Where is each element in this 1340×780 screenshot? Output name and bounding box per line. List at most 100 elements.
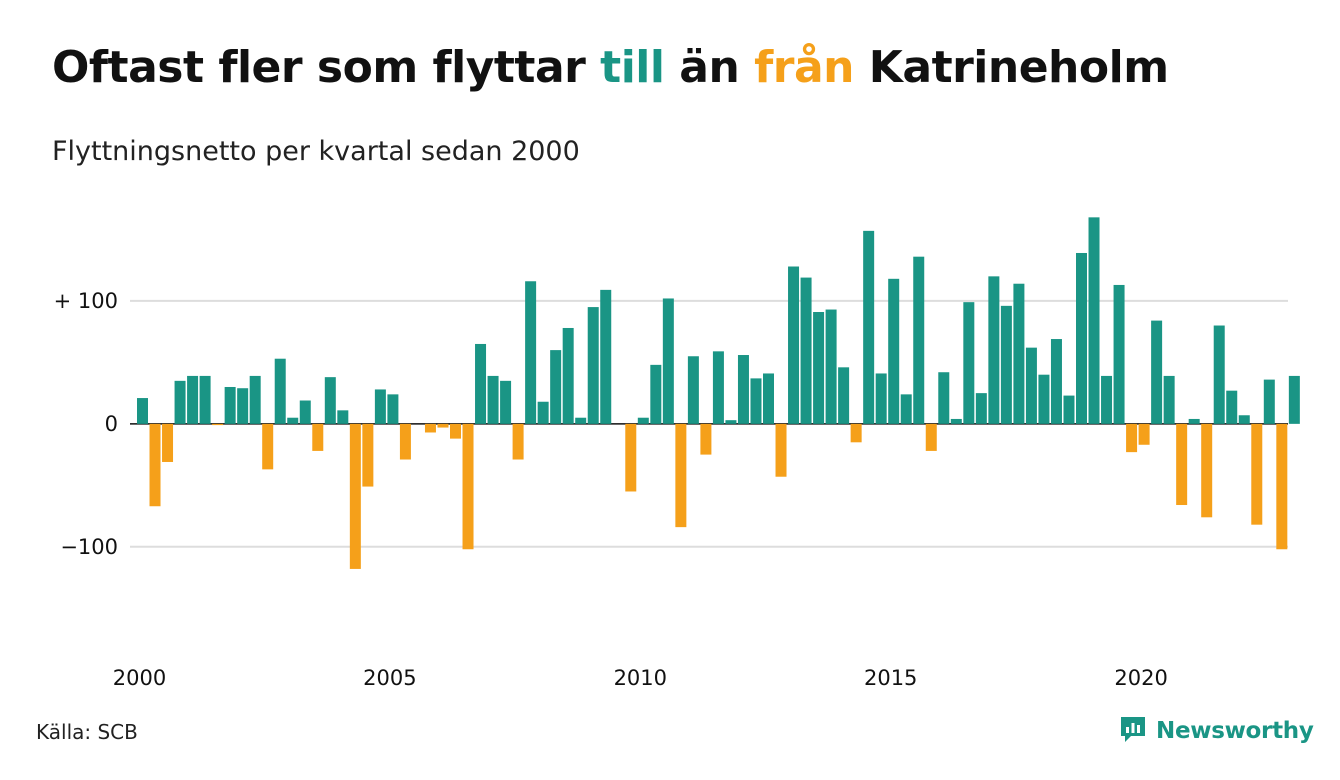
- bar-9: [249, 375, 261, 424]
- brand-name: Newsworthy: [1156, 718, 1314, 744]
- bar-67: [975, 393, 987, 424]
- y-tick-label-0: + 100: [54, 289, 118, 313]
- chart-subtitle: Flyttningsnetto per kvartal sedan 2000: [52, 136, 580, 167]
- bar-64: [938, 372, 950, 424]
- bar-12: [287, 417, 299, 424]
- bar-90: [1263, 379, 1275, 424]
- source-note: Källa: SCB: [36, 720, 138, 744]
- newsworthy-logo-icon: [1118, 714, 1148, 748]
- x-tick-label-2015: 2015: [864, 666, 917, 690]
- title-highlight-till: till: [600, 42, 665, 93]
- bar-6: [212, 423, 224, 426]
- bar-1: [149, 423, 161, 507]
- bar-43: [675, 423, 687, 528]
- bar-48: [737, 355, 749, 424]
- bar-91: [1276, 423, 1288, 550]
- title-part-2: än: [664, 42, 755, 93]
- bar-17: [349, 423, 361, 569]
- bar-89: [1251, 423, 1263, 525]
- bar-32: [537, 401, 549, 424]
- bar-7: [224, 386, 236, 424]
- x-axis-ticks: 2000 2005 2010 2015 2020: [113, 666, 1168, 690]
- bar-76: [1088, 217, 1100, 424]
- bar-72: [1038, 374, 1050, 424]
- x-tick-label-2010: 2010: [614, 666, 667, 690]
- bars: [137, 217, 1300, 569]
- bar-52: [788, 266, 800, 424]
- bar-84: [1188, 418, 1200, 424]
- x-tick-label-2005: 2005: [363, 666, 416, 690]
- bar-61: [900, 394, 912, 424]
- bar-88: [1238, 415, 1250, 424]
- bar-31: [525, 281, 537, 424]
- bar-14: [312, 423, 324, 451]
- bar-21: [399, 423, 411, 460]
- bar-59: [875, 373, 887, 424]
- bar-36: [587, 307, 599, 424]
- bar-87: [1226, 390, 1238, 424]
- bar-4: [187, 375, 199, 424]
- bar-40: [637, 417, 649, 424]
- bar-55: [825, 309, 837, 424]
- title-part-1: Oftast fler som flyttar: [52, 42, 601, 93]
- bar-35: [575, 417, 587, 424]
- y-tick-label-2: −100: [60, 535, 118, 559]
- bar-11: [274, 358, 286, 424]
- bar-58: [863, 230, 875, 424]
- bar-46: [712, 351, 724, 424]
- bar-49: [750, 378, 762, 424]
- bar-15: [324, 377, 336, 424]
- bar-34: [562, 327, 574, 424]
- bar-78: [1113, 284, 1125, 424]
- x-tick-label-2020: 2020: [1114, 666, 1167, 690]
- bar-53: [800, 277, 812, 424]
- bar-10: [262, 423, 274, 470]
- bar-83: [1176, 423, 1188, 506]
- bar-42: [662, 298, 674, 424]
- brand-logo[interactable]: Newsworthy: [1118, 714, 1314, 748]
- bar-0: [137, 398, 148, 424]
- bar-19: [374, 389, 386, 424]
- bar-24: [437, 423, 449, 428]
- bar-2: [162, 423, 174, 462]
- bar-80: [1138, 423, 1150, 445]
- bar-39: [625, 423, 637, 492]
- bar-68: [988, 276, 1000, 424]
- bar-92: [1288, 375, 1300, 424]
- bar-47: [725, 420, 737, 424]
- bar-26: [462, 423, 474, 550]
- bar-74: [1063, 395, 1075, 424]
- bar-23: [424, 423, 436, 433]
- chart-title: Oftast fler som flyttar till än från Kat…: [52, 42, 1169, 93]
- bar-45: [700, 423, 712, 455]
- bar-65: [950, 418, 962, 424]
- bar-44: [687, 356, 699, 424]
- bar-82: [1163, 375, 1175, 424]
- bar-75: [1076, 252, 1087, 424]
- bar-41: [650, 364, 662, 424]
- bar-54: [813, 312, 825, 424]
- bar-66: [963, 302, 975, 424]
- y-axis-ticks: + 100 0 −100: [54, 289, 118, 559]
- bar-62: [913, 256, 925, 424]
- bar-81: [1151, 320, 1163, 424]
- bar-8: [237, 388, 249, 424]
- title-highlight-fran: från: [754, 42, 854, 93]
- title-part-3: Katrineholm: [853, 42, 1169, 93]
- bar-13: [299, 400, 311, 424]
- bar-30: [512, 423, 524, 460]
- bar-5: [199, 375, 211, 424]
- bar-3: [174, 380, 186, 424]
- bar-33: [550, 350, 562, 424]
- bar-56: [838, 367, 850, 424]
- bar-20: [387, 394, 399, 424]
- bar-50: [763, 373, 774, 424]
- bar-27: [475, 343, 487, 424]
- bar-63: [925, 423, 937, 451]
- bar-77: [1101, 375, 1113, 424]
- bar-85: [1201, 423, 1213, 518]
- bar-37: [600, 289, 612, 424]
- bar-70: [1013, 283, 1025, 424]
- bar-29: [500, 380, 512, 424]
